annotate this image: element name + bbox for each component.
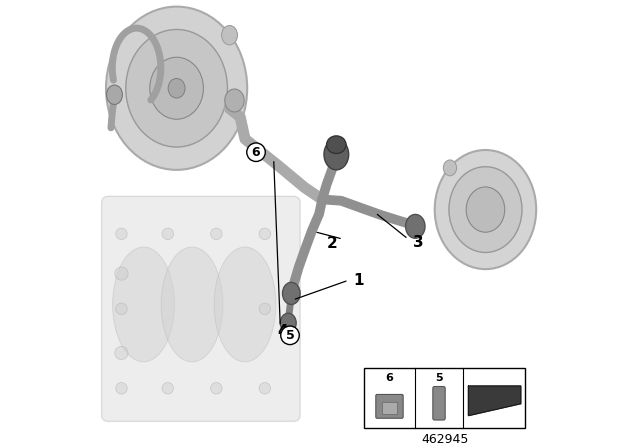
- Ellipse shape: [150, 57, 204, 119]
- Ellipse shape: [126, 30, 227, 147]
- Ellipse shape: [444, 160, 456, 176]
- Text: 1: 1: [353, 273, 364, 288]
- Ellipse shape: [162, 383, 173, 394]
- Text: 4: 4: [277, 324, 288, 339]
- Ellipse shape: [211, 228, 222, 240]
- Circle shape: [281, 326, 300, 345]
- Text: 2: 2: [327, 236, 338, 251]
- Ellipse shape: [225, 89, 244, 112]
- FancyBboxPatch shape: [102, 196, 300, 422]
- Text: 6: 6: [385, 373, 394, 383]
- Ellipse shape: [168, 78, 185, 98]
- FancyBboxPatch shape: [382, 402, 397, 414]
- Ellipse shape: [466, 187, 505, 232]
- Ellipse shape: [280, 313, 296, 333]
- Ellipse shape: [259, 303, 271, 314]
- Ellipse shape: [259, 228, 271, 240]
- Ellipse shape: [326, 136, 346, 154]
- FancyBboxPatch shape: [376, 394, 403, 418]
- Ellipse shape: [406, 215, 425, 238]
- FancyBboxPatch shape: [364, 368, 525, 428]
- Ellipse shape: [211, 383, 222, 394]
- Circle shape: [247, 143, 266, 161]
- Ellipse shape: [115, 346, 128, 360]
- Ellipse shape: [214, 247, 276, 362]
- Ellipse shape: [161, 247, 223, 362]
- Ellipse shape: [162, 228, 173, 240]
- Text: 6: 6: [252, 146, 260, 159]
- Ellipse shape: [449, 167, 522, 253]
- Text: 3: 3: [413, 235, 423, 250]
- Ellipse shape: [106, 7, 247, 170]
- Ellipse shape: [221, 26, 237, 45]
- Ellipse shape: [282, 282, 300, 305]
- Ellipse shape: [435, 150, 536, 269]
- Ellipse shape: [116, 303, 127, 314]
- Ellipse shape: [113, 247, 175, 362]
- Text: 5: 5: [285, 329, 294, 342]
- Text: 5: 5: [435, 373, 443, 383]
- Ellipse shape: [259, 383, 271, 394]
- Ellipse shape: [116, 383, 127, 394]
- Ellipse shape: [115, 267, 128, 280]
- Ellipse shape: [116, 228, 127, 240]
- Ellipse shape: [324, 139, 349, 170]
- FancyBboxPatch shape: [433, 387, 445, 420]
- Polygon shape: [468, 386, 521, 416]
- Ellipse shape: [106, 85, 122, 104]
- Text: 462945: 462945: [421, 433, 468, 446]
